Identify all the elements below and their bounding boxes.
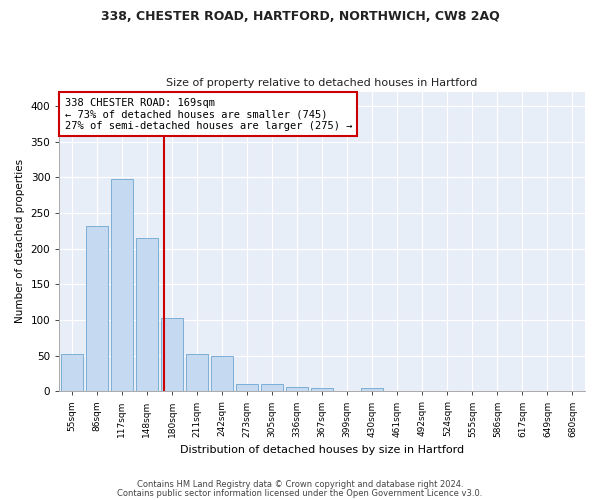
Bar (286, 387, 308, 392)
Bar (361, 388, 383, 392)
Text: 338 CHESTER ROAD: 169sqm
← 73% of detached houses are smaller (745)
27% of semi-: 338 CHESTER ROAD: 169sqm ← 73% of detach… (65, 98, 352, 130)
Bar (236, 384, 259, 392)
Bar (61, 354, 83, 392)
Bar (261, 384, 283, 392)
Text: Contains public sector information licensed under the Open Government Licence v3: Contains public sector information licen… (118, 488, 482, 498)
Bar (161, 318, 183, 392)
Bar (311, 388, 334, 392)
Bar (110, 178, 133, 392)
Bar (136, 238, 158, 392)
Text: 338, CHESTER ROAD, HARTFORD, NORTHWICH, CW8 2AQ: 338, CHESTER ROAD, HARTFORD, NORTHWICH, … (101, 10, 499, 23)
Bar (211, 356, 233, 392)
Bar (86, 226, 108, 392)
Title: Size of property relative to detached houses in Hartford: Size of property relative to detached ho… (166, 78, 478, 88)
Bar (536, 390, 559, 392)
Text: Contains HM Land Registry data © Crown copyright and database right 2024.: Contains HM Land Registry data © Crown c… (137, 480, 463, 489)
Bar (186, 354, 208, 392)
Y-axis label: Number of detached properties: Number of detached properties (15, 160, 25, 324)
X-axis label: Distribution of detached houses by size in Hartford: Distribution of detached houses by size … (180, 445, 464, 455)
